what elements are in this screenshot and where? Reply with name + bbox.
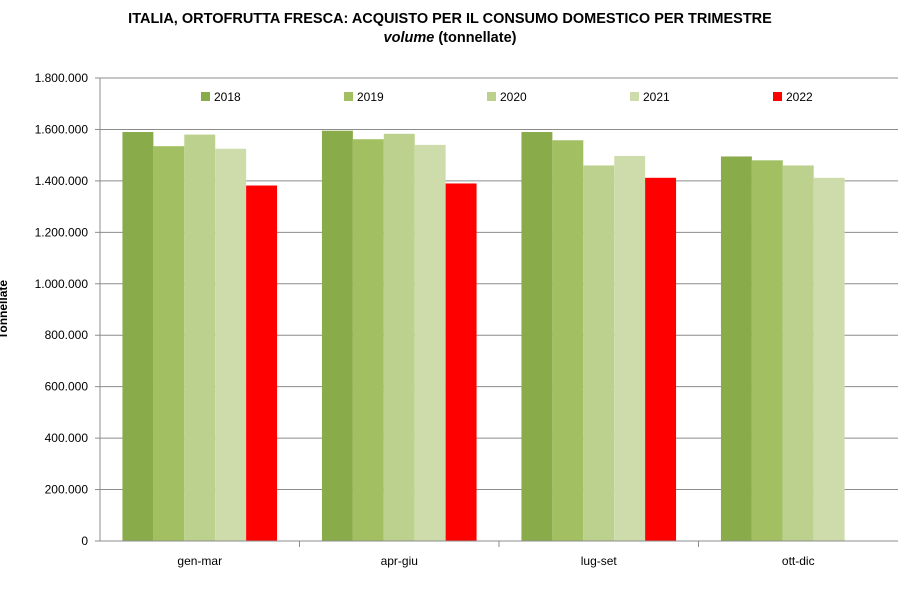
x-tick-labels: gen-mar apr-giu lug-set ott-dic (177, 554, 814, 568)
chart-subtitle-italic: volume (383, 30, 435, 46)
x-tick-label: apr-giu (381, 554, 418, 568)
chart-title-text: ITALIA, ORTOFRUTTA FRESCA: ACQUISTO PER … (128, 11, 772, 27)
bar (445, 183, 477, 541)
bar (414, 144, 446, 541)
y-tick-label: 1.000.000 (35, 277, 89, 291)
bar (521, 132, 553, 541)
y-tick-label: 1.600.000 (35, 122, 89, 136)
bar (782, 165, 814, 541)
bar (614, 155, 646, 541)
bar (552, 140, 584, 541)
legend: 2018 2019 2020 2021 2022 (201, 90, 813, 104)
y-tick-label: 1.400.000 (35, 174, 89, 188)
chart-title: ITALIA, ORTOFRUTTA FRESCA: ACQUISTO PER … (0, 10, 900, 48)
y-tick-label: 600.000 (45, 380, 89, 394)
bar (751, 160, 783, 542)
bar (215, 148, 247, 541)
legend-label: 2021 (643, 90, 670, 104)
y-tick-label: 1.800.000 (35, 71, 89, 85)
legend-label: 2019 (357, 90, 384, 104)
bar (720, 156, 752, 542)
bar (246, 185, 278, 541)
x-tick-label: gen-mar (177, 554, 222, 568)
y-tick-label: 1.200.000 (35, 225, 89, 239)
bar (383, 133, 415, 542)
y-tick-label: 0 (81, 534, 88, 548)
legend-swatch (487, 92, 496, 101)
y-tick-label: 800.000 (45, 328, 89, 342)
legend-label: 2022 (786, 90, 813, 104)
axes (99, 78, 898, 547)
y-tick-label: 400.000 (45, 431, 89, 445)
legend-swatch (344, 92, 353, 101)
bar (352, 139, 384, 542)
chart-subtitle: volume (tonnellate) (0, 29, 900, 48)
x-tick-label: lug-set (581, 554, 618, 568)
bar (153, 146, 185, 542)
chart-subtitle-rest: (tonnellate) (434, 30, 517, 46)
legend-swatch (201, 92, 210, 101)
bar (122, 132, 154, 541)
legend-label: 2020 (500, 90, 527, 104)
x-tick-label: ott-dic (782, 554, 815, 568)
legend-label: 2018 (214, 90, 241, 104)
legend-swatch (630, 92, 639, 101)
y-axis-label: Tonnellate (0, 280, 10, 339)
y-tick-label: 200.000 (45, 483, 89, 497)
bar (583, 165, 615, 541)
bar (184, 134, 216, 542)
legend-swatch (773, 92, 782, 101)
bar (813, 177, 845, 541)
bars (122, 130, 845, 542)
bar (321, 130, 353, 541)
y-tick-labels: 0 200.000 400.000 600.000 800.000 1.000.000 1.… (35, 71, 89, 548)
bar (645, 177, 677, 541)
